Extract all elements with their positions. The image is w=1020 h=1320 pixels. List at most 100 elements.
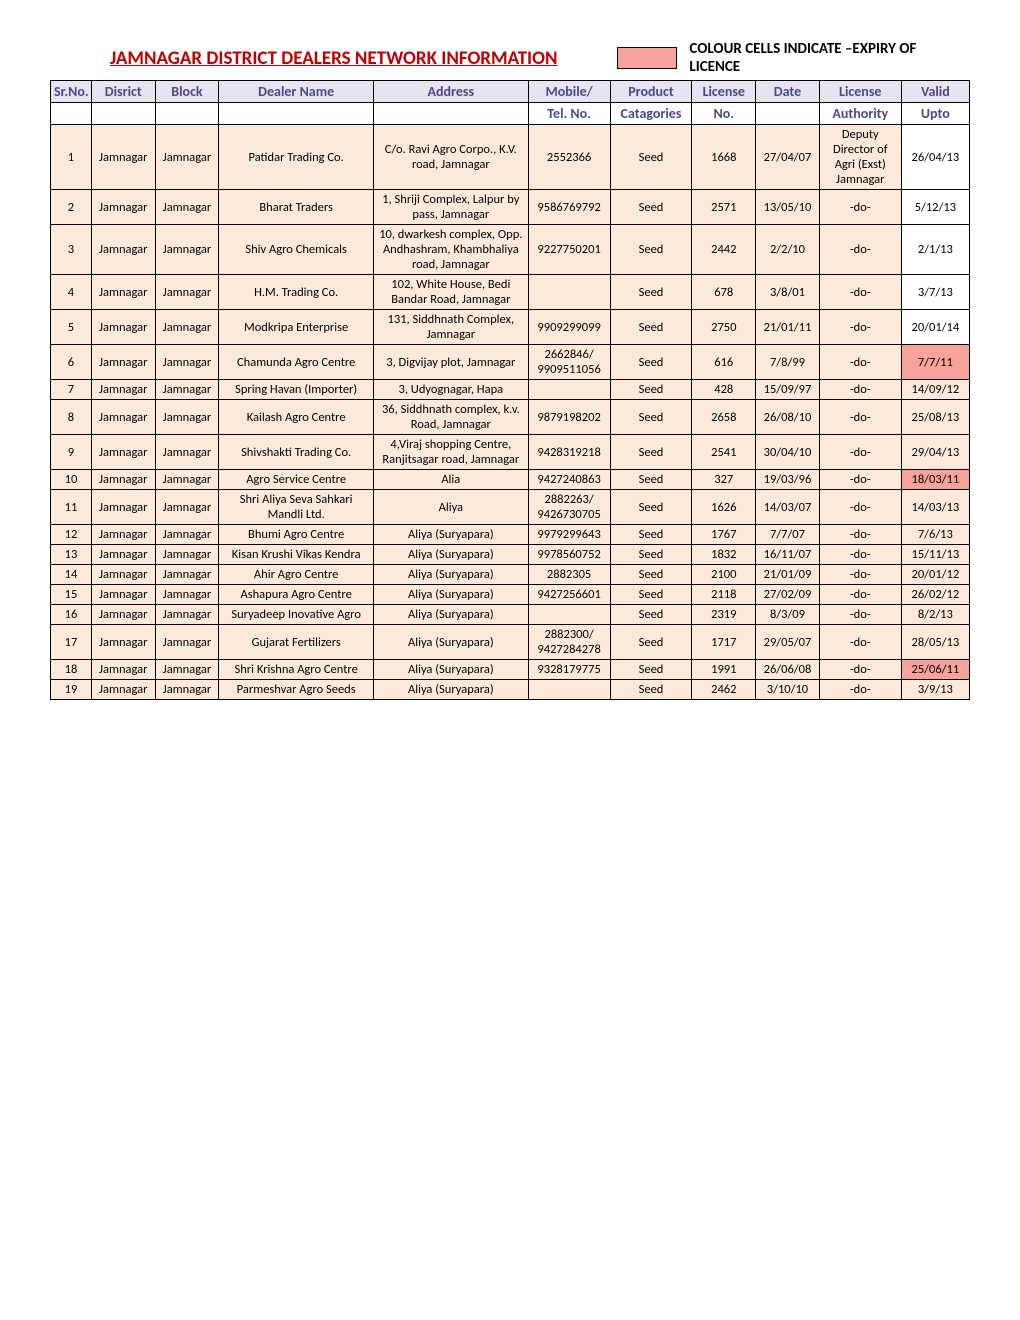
cell-dist: Jamnagar (91, 125, 155, 190)
cell-valid: 29/04/13 (901, 435, 969, 470)
cell-lic: 678 (692, 275, 756, 310)
cell-date: 21/01/09 (756, 565, 820, 585)
cell-valid: 28/05/13 (901, 625, 969, 660)
cell-auth: -do- (819, 605, 901, 625)
cell-block: Jamnagar (155, 310, 219, 345)
cell-dist: Jamnagar (91, 400, 155, 435)
col-subheader: Upto (901, 103, 969, 125)
cell-sr: 7 (51, 380, 92, 400)
cell-lic: 2750 (692, 310, 756, 345)
cell-valid: 7/7/11 (901, 345, 969, 380)
dealers-table: Sr.No.DisrictBlockDealer NameAddressMobi… (50, 80, 970, 700)
cell-date: 19/03/96 (756, 470, 820, 490)
cell-date: 7/8/99 (756, 345, 820, 380)
cell-dealer: Chamunda Agro Centre (219, 345, 374, 380)
cell-lic: 616 (692, 345, 756, 380)
cell-prod: Seed (610, 470, 692, 490)
cell-lic: 2118 (692, 585, 756, 605)
cell-dist: Jamnagar (91, 565, 155, 585)
cell-date: 26/08/10 (756, 400, 820, 435)
cell-dealer: Spring Havan (Importer) (219, 380, 374, 400)
cell-valid: 14/09/12 (901, 380, 969, 400)
cell-block: Jamnagar (155, 525, 219, 545)
cell-date: 27/04/07 (756, 125, 820, 190)
cell-auth: -do- (819, 345, 901, 380)
cell-prod: Seed (610, 190, 692, 225)
cell-sr: 8 (51, 400, 92, 435)
cell-mob: 2552366 (528, 125, 610, 190)
cell-date: 3/8/01 (756, 275, 820, 310)
legend-label: COLOUR CELLS INDICATE –EXPIRY OF LICENCE (689, 40, 970, 76)
cell-sr: 3 (51, 225, 92, 275)
col-subheader (373, 103, 528, 125)
cell-auth: -do- (819, 400, 901, 435)
title-bar: JAMNAGAR DISTRICT DEALERS NETWORK INFORM… (50, 40, 970, 76)
cell-dist: Jamnagar (91, 275, 155, 310)
cell-block: Jamnagar (155, 565, 219, 585)
table-row: 4JamnagarJamnagarH.M. Trading Co.102, Wh… (51, 275, 970, 310)
table-row: 18JamnagarJamnagarShri Krishna Agro Cent… (51, 660, 970, 680)
cell-addr: 36, Siddhnath complex, k.v. Road, Jamnag… (373, 400, 528, 435)
cell-valid: 20/01/14 (901, 310, 969, 345)
cell-mob: 9978560752 (528, 545, 610, 565)
cell-valid: 25/06/11 (901, 660, 969, 680)
cell-block: Jamnagar (155, 275, 219, 310)
cell-block: Jamnagar (155, 605, 219, 625)
cell-lic: 327 (692, 470, 756, 490)
table-row: 10JamnagarJamnagarAgro Service CentreAli… (51, 470, 970, 490)
cell-dealer: Shiv Agro Chemicals (219, 225, 374, 275)
col-header: Address (373, 81, 528, 103)
cell-mob: 9586769792 (528, 190, 610, 225)
cell-auth: -do- (819, 435, 901, 470)
cell-sr: 19 (51, 680, 92, 700)
cell-dist: Jamnagar (91, 435, 155, 470)
table-row: 7JamnagarJamnagarSpring Havan (Importer)… (51, 380, 970, 400)
cell-lic: 2658 (692, 400, 756, 435)
cell-dist: Jamnagar (91, 310, 155, 345)
col-header: Sr.No. (51, 81, 92, 103)
cell-prod: Seed (610, 525, 692, 545)
cell-valid: 26/02/12 (901, 585, 969, 605)
cell-prod: Seed (610, 660, 692, 680)
cell-date: 26/06/08 (756, 660, 820, 680)
cell-prod: Seed (610, 585, 692, 605)
cell-dist: Jamnagar (91, 680, 155, 700)
cell-lic: 1991 (692, 660, 756, 680)
cell-prod: Seed (610, 605, 692, 625)
cell-prod: Seed (610, 310, 692, 345)
cell-mob: 9427240863 (528, 470, 610, 490)
cell-dist: Jamnagar (91, 585, 155, 605)
cell-auth: -do- (819, 275, 901, 310)
cell-sr: 5 (51, 310, 92, 345)
cell-addr: Aliya (Suryapara) (373, 585, 528, 605)
cell-block: Jamnagar (155, 125, 219, 190)
cell-addr: 131, Siddhnath Complex, Jamnagar (373, 310, 528, 345)
cell-auth: -do- (819, 660, 901, 680)
cell-prod: Seed (610, 435, 692, 470)
cell-valid: 20/01/12 (901, 565, 969, 585)
cell-sr: 11 (51, 490, 92, 525)
cell-lic: 1717 (692, 625, 756, 660)
cell-addr: Aliya (Suryapara) (373, 605, 528, 625)
cell-dealer: Patidar Trading Co. (219, 125, 374, 190)
col-header: Dealer Name (219, 81, 374, 103)
cell-auth: -do- (819, 225, 901, 275)
cell-auth: -do- (819, 190, 901, 225)
cell-block: Jamnagar (155, 345, 219, 380)
cell-block: Jamnagar (155, 660, 219, 680)
cell-mob: 2882263/ 9426730705 (528, 490, 610, 525)
cell-block: Jamnagar (155, 380, 219, 400)
cell-sr: 1 (51, 125, 92, 190)
table-row: 2JamnagarJamnagarBharat Traders1, Shriji… (51, 190, 970, 225)
col-header: Product (610, 81, 692, 103)
cell-valid: 8/2/13 (901, 605, 969, 625)
cell-mob (528, 275, 610, 310)
cell-dist: Jamnagar (91, 345, 155, 380)
col-subheader: Tel. No. (528, 103, 610, 125)
cell-mob: 2882300/ 9427284278 (528, 625, 610, 660)
col-subheader (219, 103, 374, 125)
cell-mob: 9427256601 (528, 585, 610, 605)
cell-dealer: Ahir Agro Centre (219, 565, 374, 585)
cell-date: 27/02/09 (756, 585, 820, 605)
cell-sr: 13 (51, 545, 92, 565)
